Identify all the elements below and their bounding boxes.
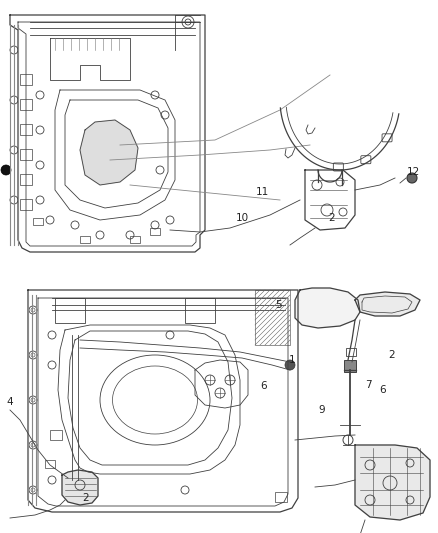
Text: 10: 10 <box>236 213 248 223</box>
Bar <box>20 199 32 210</box>
Polygon shape <box>295 288 360 328</box>
Bar <box>185 298 215 323</box>
Circle shape <box>1 165 11 175</box>
Bar <box>20 149 32 160</box>
Text: 4: 4 <box>7 397 13 407</box>
Circle shape <box>407 173 417 183</box>
Polygon shape <box>62 470 98 505</box>
Bar <box>275 492 287 502</box>
Text: 2: 2 <box>83 493 89 503</box>
Bar <box>45 460 55 468</box>
Bar <box>55 298 85 323</box>
Bar <box>20 174 32 185</box>
Bar <box>130 236 140 243</box>
Polygon shape <box>355 445 430 520</box>
Text: 5: 5 <box>275 300 281 310</box>
Bar <box>20 74 32 85</box>
Text: 6: 6 <box>261 381 267 391</box>
Bar <box>80 236 90 243</box>
Text: 2: 2 <box>389 350 396 360</box>
Polygon shape <box>80 120 138 185</box>
Bar <box>20 124 32 135</box>
Text: 12: 12 <box>406 167 420 177</box>
Text: 7: 7 <box>365 380 371 390</box>
Bar <box>346 348 356 356</box>
Polygon shape <box>355 292 420 316</box>
Text: 2: 2 <box>328 213 336 223</box>
Bar <box>50 430 62 440</box>
Bar <box>33 218 43 225</box>
Bar <box>150 228 160 235</box>
Text: 11: 11 <box>255 187 268 197</box>
Bar <box>255 290 290 345</box>
Text: 6: 6 <box>380 385 386 395</box>
Text: 1: 1 <box>289 355 295 365</box>
Bar <box>344 360 356 372</box>
Text: 9: 9 <box>319 405 325 415</box>
Circle shape <box>285 360 295 370</box>
Bar <box>20 99 32 110</box>
